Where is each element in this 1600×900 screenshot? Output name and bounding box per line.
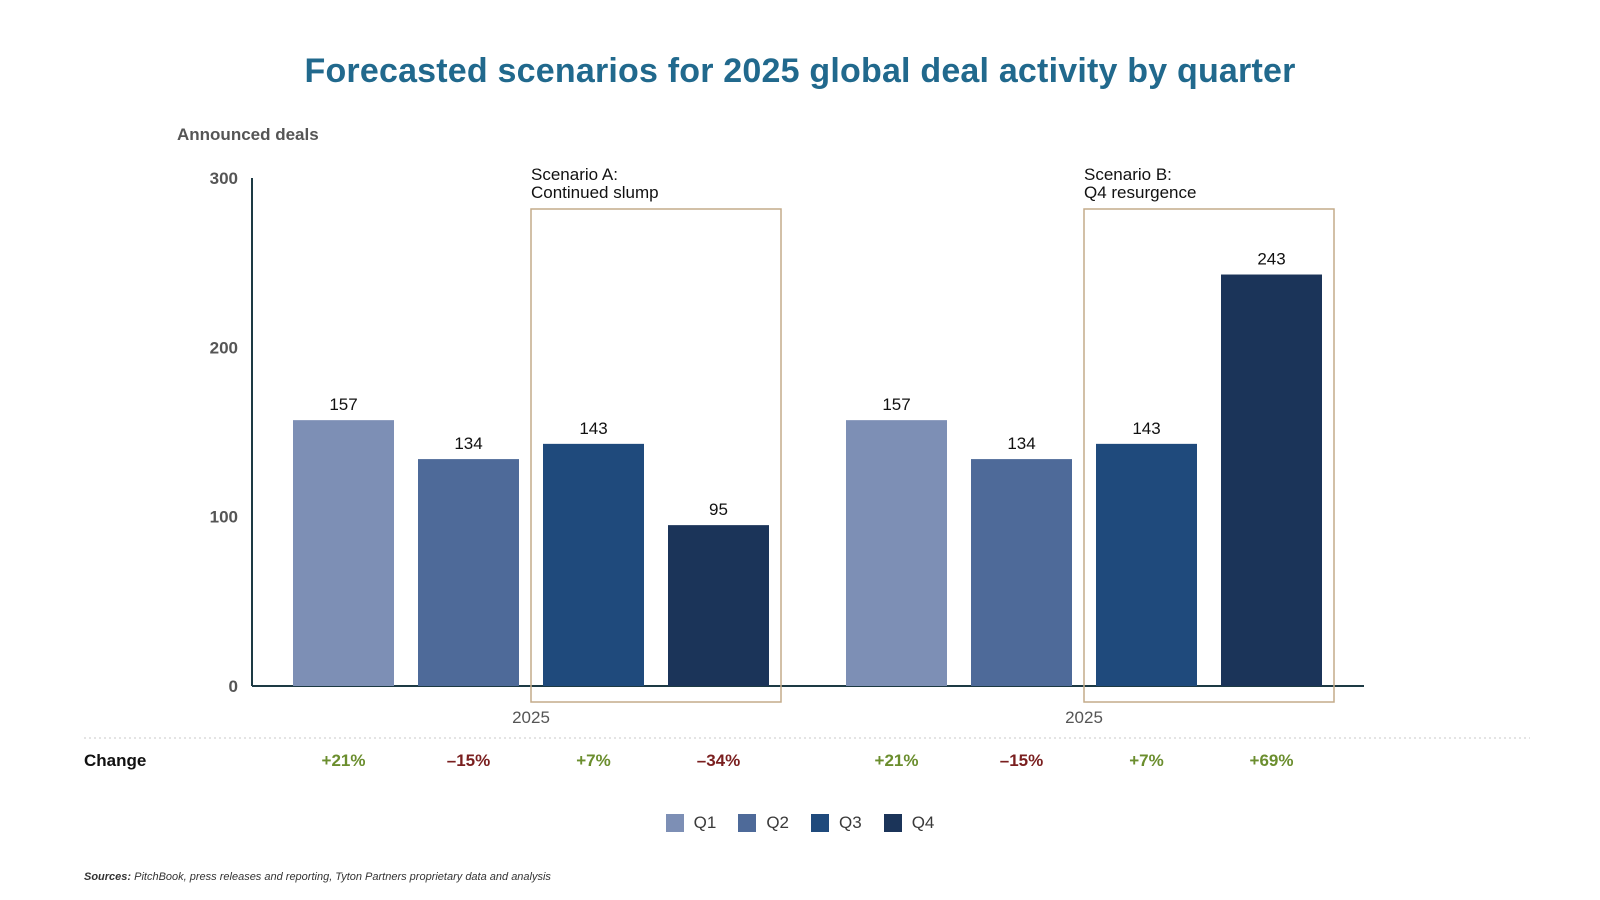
legend-swatch [883,814,902,832]
y-tick-label: 300 [210,169,238,188]
legend-swatch [811,814,829,832]
scenario-box [530,208,782,703]
legend-item-q1: Q1 [665,813,717,833]
bar-q3 [543,443,644,686]
legend: Q1 Q2 Q3 Q4 [0,813,1600,833]
y-tick-label: 0 [229,677,238,696]
bar-value-label: 134 [1007,434,1035,453]
chart-title: Forecasted scenarios for 2025 global dea… [304,52,1296,90]
legend-label: Q2 [766,813,789,832]
sources-text: PitchBook, press releases and reporting,… [134,871,551,883]
sources-note: Sources: PitchBook, press releases and r… [84,871,551,883]
legend-swatch [665,814,684,832]
change-value: +69% [1250,751,1294,770]
change-value: +7% [576,751,611,770]
legend-item-q2: Q2 [738,813,789,833]
scenario-box [1083,208,1335,703]
legend-label: Q4 [911,813,935,832]
change-value: –34% [697,751,740,770]
bar-value-label: 157 [329,395,357,414]
bar-value-label: 243 [1257,250,1285,269]
bar-q1 [846,420,947,686]
legend-swatch [738,814,757,832]
bar-q4 [668,525,769,686]
bar-q2 [971,459,1072,686]
change-value: –15% [447,751,490,770]
legend-item-q3: Q3 [811,813,862,833]
legend-label: Q1 [693,813,717,832]
bar-value-label: 95 [709,500,728,519]
x-category-label: 2025 [512,708,550,727]
bar-q2 [418,459,519,686]
change-value: +21% [875,751,919,770]
scenario-title: Q4 resurgence [1084,183,1196,202]
y-axis-label: Announced deals [177,125,319,144]
bar-value-label: 143 [1132,419,1160,438]
bar-q1 [293,420,394,686]
bar-value-label: 157 [882,395,910,414]
y-tick-label: 100 [210,508,238,527]
x-category-label: 2025 [1065,708,1103,727]
sources-label: Sources: [84,871,132,883]
scenario-title: Scenario A: [531,165,618,184]
legend-item-q4: Q4 [883,813,935,833]
change-row-label: Change [84,751,146,770]
bar-value-label: 134 [454,434,482,453]
change-value: +21% [322,751,366,770]
y-tick-label: 200 [210,338,238,357]
scenario-title: Continued slump [531,183,659,202]
legend-label: Q3 [839,813,862,832]
bar-q3 [1096,443,1197,686]
change-value: +7% [1129,751,1164,770]
bar-value-label: 143 [579,419,607,438]
scenario-title: Scenario B: [1084,165,1172,184]
change-value: –15% [1000,751,1043,770]
bar-q4 [1221,274,1322,686]
